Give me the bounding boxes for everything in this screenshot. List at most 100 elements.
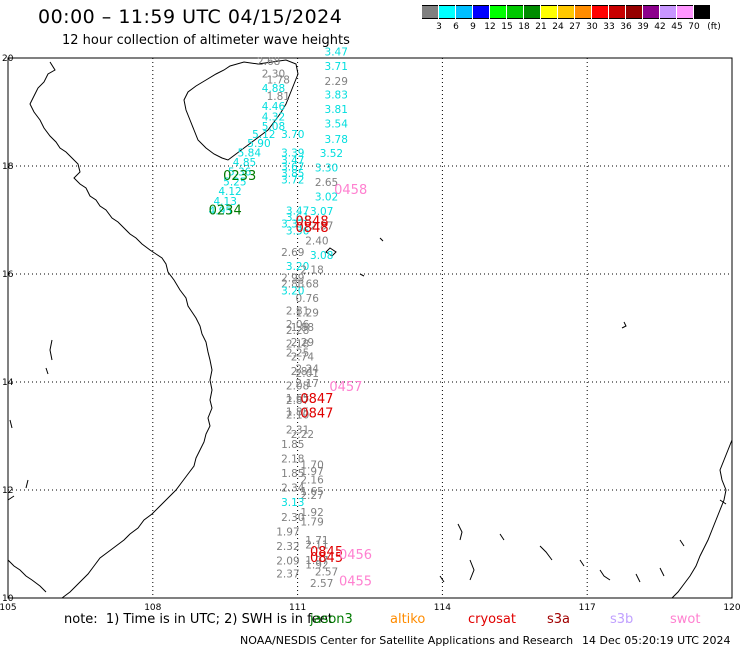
colorbar-swatch [422, 5, 438, 19]
colorbar-swatch [473, 5, 489, 19]
colorbar-swatch [558, 5, 574, 19]
wave-height-value: 2.28 [286, 325, 309, 337]
lon-tick-label: 114 [434, 603, 451, 610]
pass-time-label: 0847 [300, 407, 333, 422]
wave-height-value: 2.87 [310, 221, 333, 233]
wave-height-value: 4.85 [233, 157, 256, 169]
wave-height-value: 2.57 [310, 578, 333, 590]
lat-tick-label: 10 [2, 594, 14, 604]
wave-height-value: 2.29 [325, 76, 348, 88]
wave-height-value: 1.85 [281, 468, 304, 480]
wave-height-value: 2.81 [291, 366, 314, 378]
wave-height-value: 3.37 [281, 219, 304, 231]
colorbar-swatch [490, 5, 506, 19]
wave-height-value: 3.47 [281, 155, 304, 167]
wave-height-value: 2.01 [296, 368, 319, 380]
legend-cryosat: cryosat [468, 612, 516, 627]
colorbar-label: 27 [569, 22, 581, 32]
wave-height-value: 3.07 [310, 206, 333, 218]
colorbar-label: 12 [484, 22, 496, 32]
wave-height-value: 2.74 [291, 351, 315, 363]
pass-time-label: 0847 [300, 392, 333, 407]
lon-tick-label: 111 [289, 603, 306, 610]
coastline-gulf [7, 339, 53, 593]
wave-height-value: 3.72 [281, 174, 304, 186]
colorbar-swatch [660, 5, 676, 19]
wave-height-value: 2.99 [281, 273, 304, 285]
wave-height-value: 4.46 [262, 101, 286, 113]
colorbar-swatch [677, 5, 693, 19]
wave-height-value: 5.90 [247, 138, 270, 150]
wave-height-value: 1.97 [305, 555, 328, 567]
wave-height-value: 1.79 [300, 517, 323, 529]
lon-tick-label: 108 [144, 603, 161, 610]
wave-height-value: 2.10 [286, 410, 309, 422]
footer-note: note: 1) Time is in UTC; 2) SWH is in fe… [64, 612, 333, 627]
colorbar-swatch [694, 5, 710, 19]
wave-height-value: 2.81 [286, 306, 309, 318]
legend-s3a: s3a [547, 612, 571, 627]
wave-height-value: 2.69 [281, 247, 304, 259]
wave-height-value: 2.40 [305, 235, 328, 247]
wave-height-value: 2.06 [286, 319, 310, 331]
colorbar-swatch [456, 5, 472, 19]
wave-height-value: 5.12 [252, 129, 275, 141]
wave-height-value: 2.30 [281, 512, 304, 524]
wave-height-value: 1.68 [296, 279, 319, 291]
wave-height-value: 1.71 [305, 535, 328, 547]
colorbar-swatch [541, 5, 557, 19]
wave-height-value: 1.92 [305, 559, 328, 571]
lat-tick-label: 12 [2, 486, 13, 496]
wave-height-value: 5.36 [228, 167, 252, 179]
lon-tick-label: 105 [0, 603, 17, 610]
wave-height-value: 2.83 [281, 279, 304, 291]
pass-time-label: 0848 [296, 221, 329, 236]
wave-height-value: 2.17 [296, 378, 319, 390]
legend-altiko: altiko [390, 612, 426, 627]
wave-height-value: 3.36 [286, 226, 310, 238]
wave-height-value: 3.08 [310, 250, 333, 262]
colorbar-swatch [524, 5, 540, 19]
wave-height-value: 3.47 [286, 206, 309, 218]
wave-height-value: 3.30 [315, 162, 338, 174]
wave-height-value: 2.25 [286, 348, 309, 360]
wave-height-value: 2.37 [276, 568, 299, 580]
colorbar-label: 3 [436, 22, 442, 32]
legend-s3b: s3b [610, 612, 634, 627]
wave-height-value: 2.29 [291, 337, 314, 349]
colorbar-swatch [643, 5, 659, 19]
colorbar-label: 39 [637, 22, 649, 32]
colorbar-label: 9 [470, 22, 476, 32]
wave-height-value: 2.18 [281, 453, 304, 465]
wave-height-value: 2.18 [286, 338, 309, 350]
colorbar-label: 36 [620, 22, 632, 32]
wave-height-value: 3.02 [315, 192, 338, 204]
wave-height-value: 3.85 [281, 168, 304, 180]
colorbar-label: 21 [535, 22, 547, 32]
wave-height-value: 3.47 [325, 46, 348, 58]
wave-height-value: 1.97 [300, 466, 323, 478]
colorbar-label: 15 [501, 22, 513, 32]
pass-time-label: 0845 [310, 545, 343, 560]
wave-height-value: 1.97 [276, 526, 299, 538]
wave-height-value: 2.09 [276, 556, 299, 568]
lon-tick-label: 117 [579, 603, 596, 610]
wave-height-value: 4.95 [209, 206, 232, 218]
wave-height-value: 4.88 [262, 83, 285, 95]
wave-height-value: 2.18 [300, 264, 323, 276]
wave-height-value: 3.20 [286, 261, 309, 273]
pass-time-label: 0457 [329, 380, 362, 395]
wave-height-value: 4.12 [218, 186, 241, 198]
wave-height-value: 3.61 [286, 212, 309, 224]
graticule [8, 58, 732, 598]
credit-line: NOAA/NESDIS Center for Satellite Applica… [240, 634, 574, 647]
axis-tick-labels: 105 108 111 114 117 120 10 12 14 16 18 20 [0, 54, 740, 610]
wave-height-value: 3.78 [325, 134, 348, 146]
colorbar-label: 18 [518, 22, 530, 32]
wave-height-value: 1.65 [286, 393, 309, 405]
coastline-hainan [183, 59, 299, 161]
wave-height-value: 2.87 [286, 395, 309, 407]
wave-height-value: 4.32 [262, 112, 285, 124]
colorbar-swatch [507, 5, 523, 19]
